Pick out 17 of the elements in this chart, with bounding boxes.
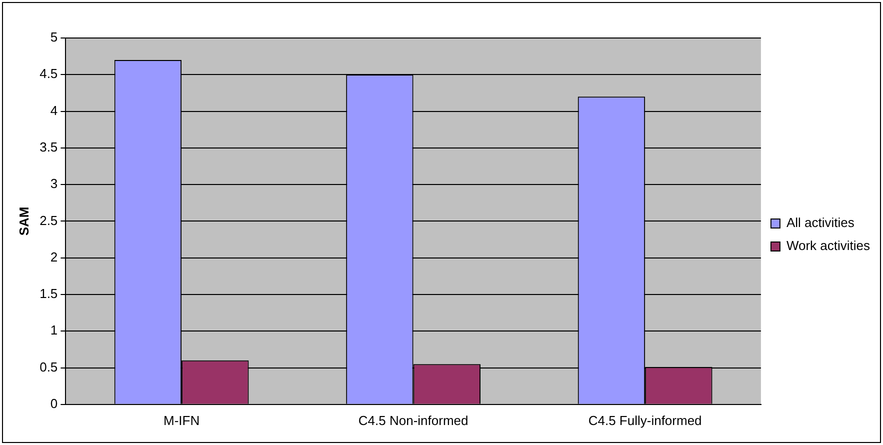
y-tick-label: 3 (50, 176, 58, 192)
y-tick-label: 2 (50, 249, 58, 264)
y-tick-label: 2.5 (40, 212, 58, 228)
y-tick-label: 1.5 (40, 286, 58, 302)
y-tick-label: 0.5 (40, 359, 58, 374)
y-tick-label: 1 (50, 322, 58, 338)
y-tick-label: 4.5 (40, 66, 58, 82)
legend-label: All activities (786, 215, 855, 230)
y-axis-title: SAM (16, 206, 32, 236)
x-tick-label: C4.5 Non-informed (358, 412, 468, 428)
y-tick-label: 3.5 (40, 140, 58, 154)
y-tick-label: 0 (50, 396, 58, 411)
x-tick-label: C4.5 Fully-informed (588, 412, 702, 428)
y-tick-label: 4 (50, 102, 58, 118)
legend-label: Work activities (786, 238, 870, 254)
x-tick-label: M-IFN (163, 412, 200, 428)
y-tick-label: 5 (50, 30, 58, 45)
